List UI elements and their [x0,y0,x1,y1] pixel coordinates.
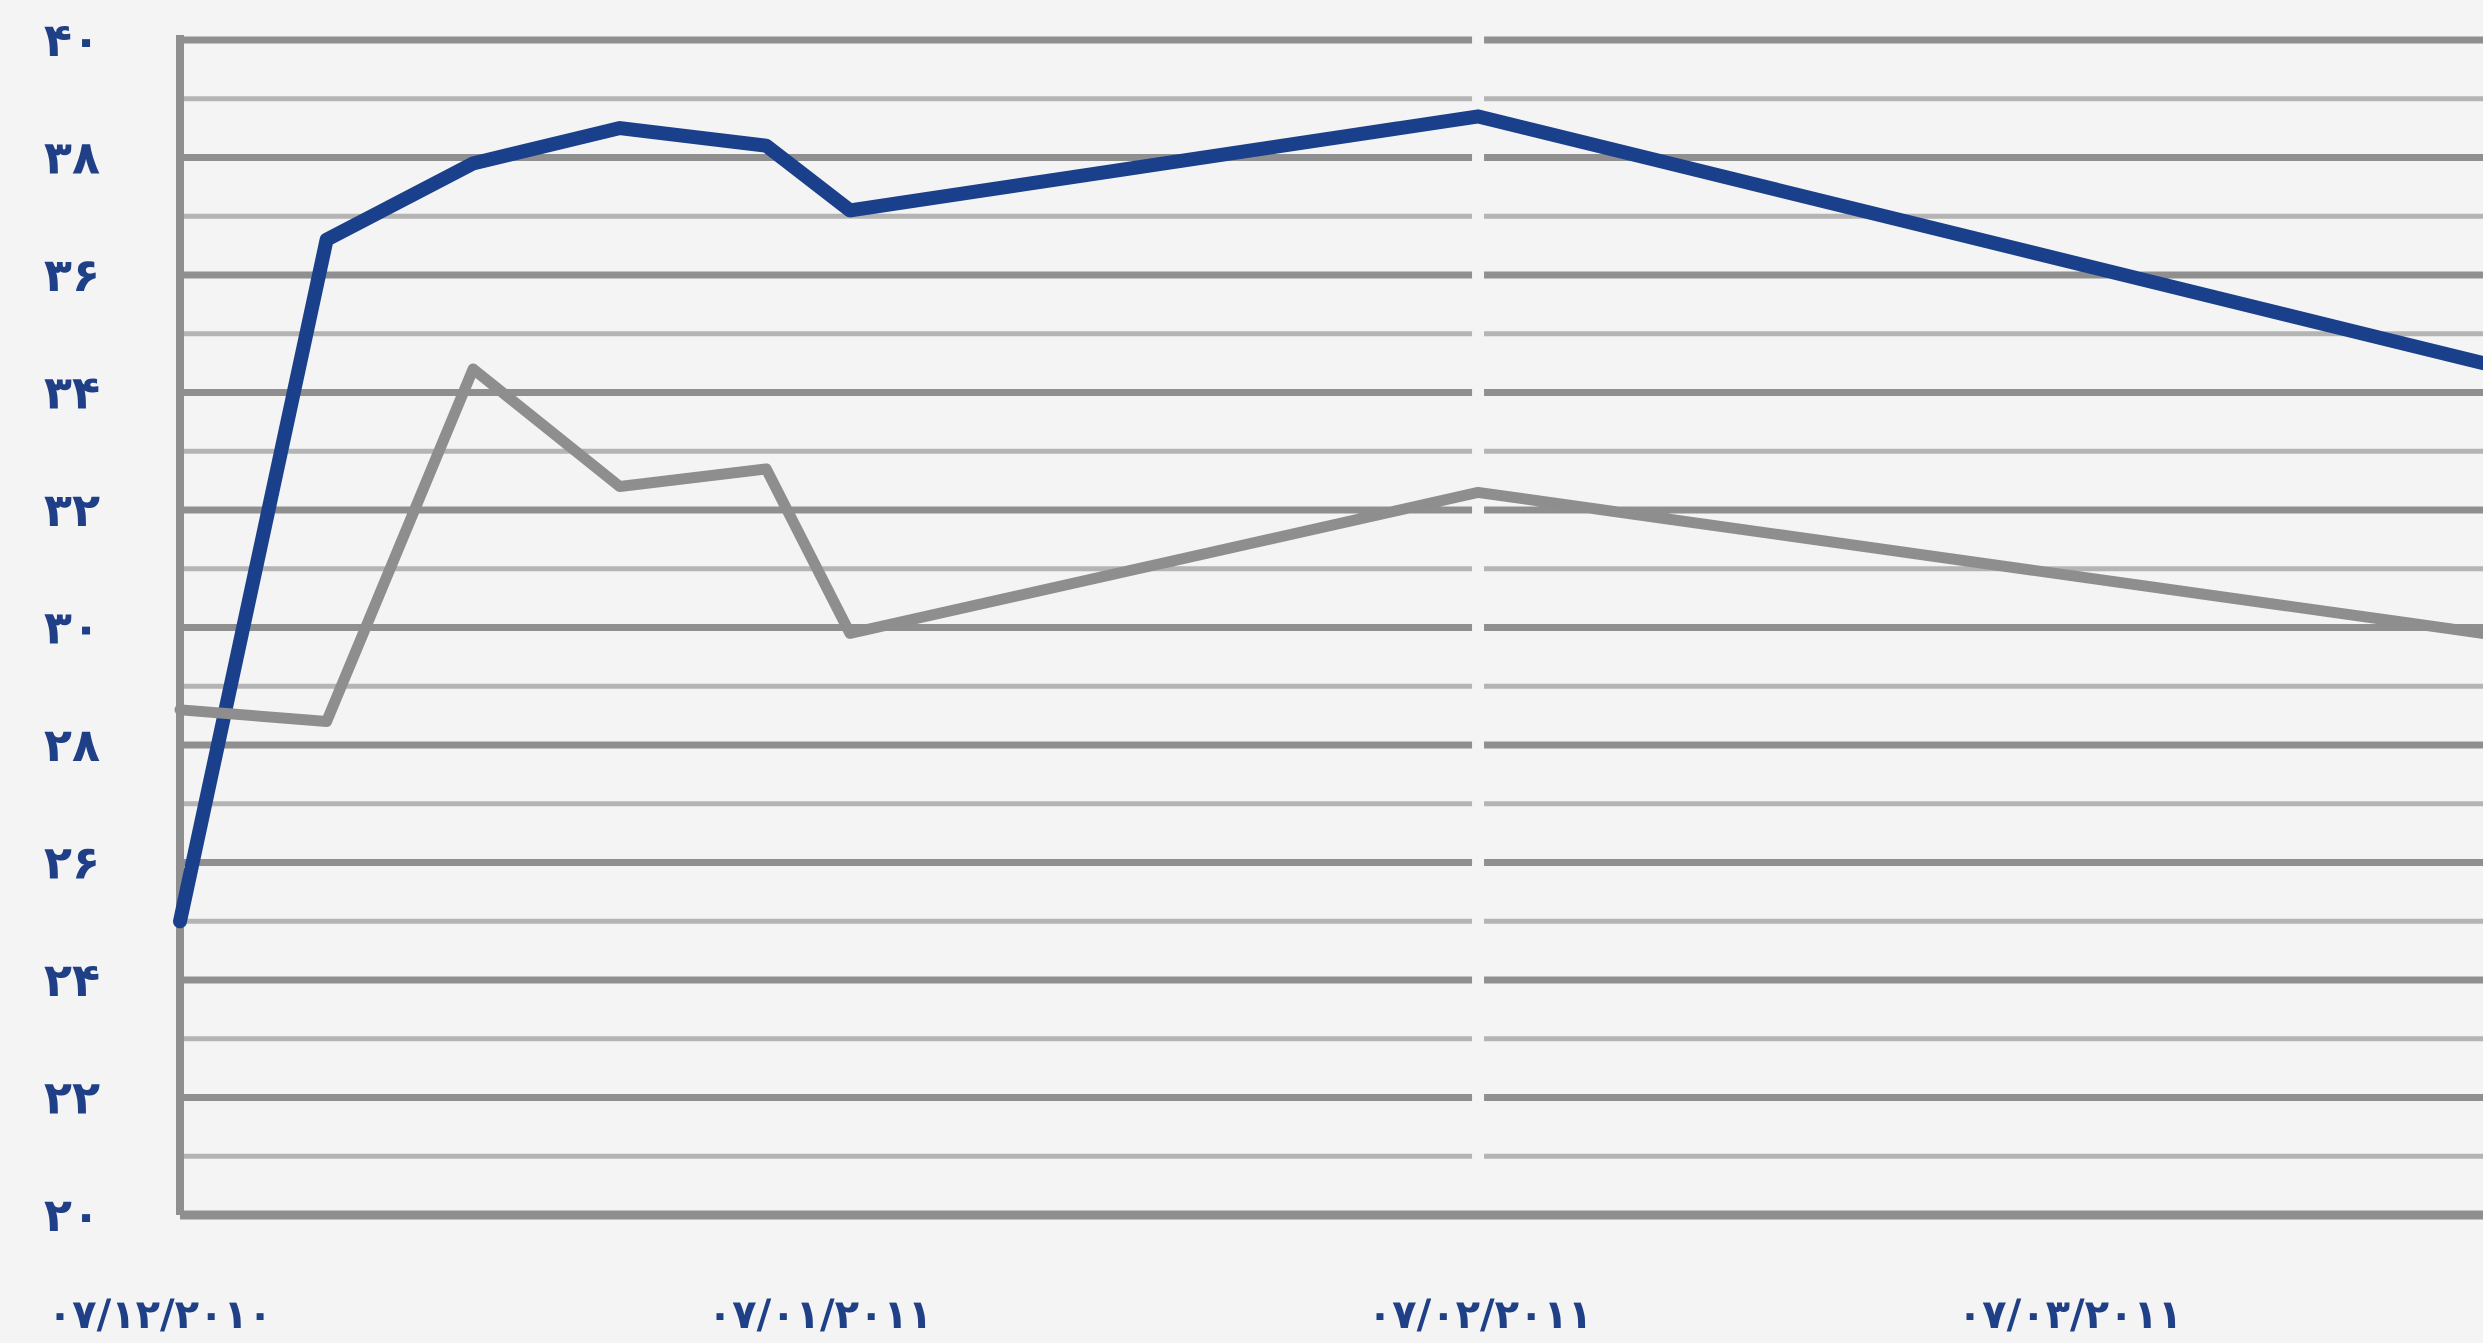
x-tick-labels: ۰۷/۱۲/۲۰۱۰ ۰۷/۰۱/۲۰۱۱ ۰۷/۰۲/۲۰۱۱ ۰۷/۰۳/۲۰۱۱ [48,1292,2183,1338]
x-tick-label: ۰۷/۰۲/۲۰۱۱ [1368,1292,1593,1338]
y-tick-label: ۳۰ [44,601,100,655]
series-line-2 [174,363,2483,727]
y-tick-label: ۳۲ [44,483,100,537]
series-line-1 [173,109,2483,929]
x-tick-label: ۰۷/۰۳/۲۰۱۱ [1958,1292,2183,1338]
axes [176,35,2483,1220]
y-tick-label: ۳۴ [44,366,100,420]
series-lines [173,109,2483,929]
gridlines [180,35,2483,1210]
y-tick-label: ۲۲ [44,1071,100,1125]
y-tick-label: ۳۶ [44,248,100,302]
y-tick-label: ۲۸ [44,718,100,772]
y-tick-label: ۳۸ [44,131,100,185]
y-tick-label: ۲۶ [44,836,100,890]
grid-gap [1472,35,1485,1210]
x-tick-label: ۰۷/۰۱/۲۰۱۱ [708,1292,933,1338]
y-tick-label: ۲۴ [44,953,100,1007]
y-tick-label: ۴۰ [44,13,100,67]
y-tick-labels: ۲۰ ۲۲ ۲۴ ۲۶ ۲۸ ۳۰ ۳۲ ۳۴ ۳۶ ۳۸ ۴۰ [44,13,100,1242]
y-tick-label: ۲۰ [44,1188,100,1242]
x-tick-label: ۰۷/۱۲/۲۰۱۰ [48,1292,273,1338]
